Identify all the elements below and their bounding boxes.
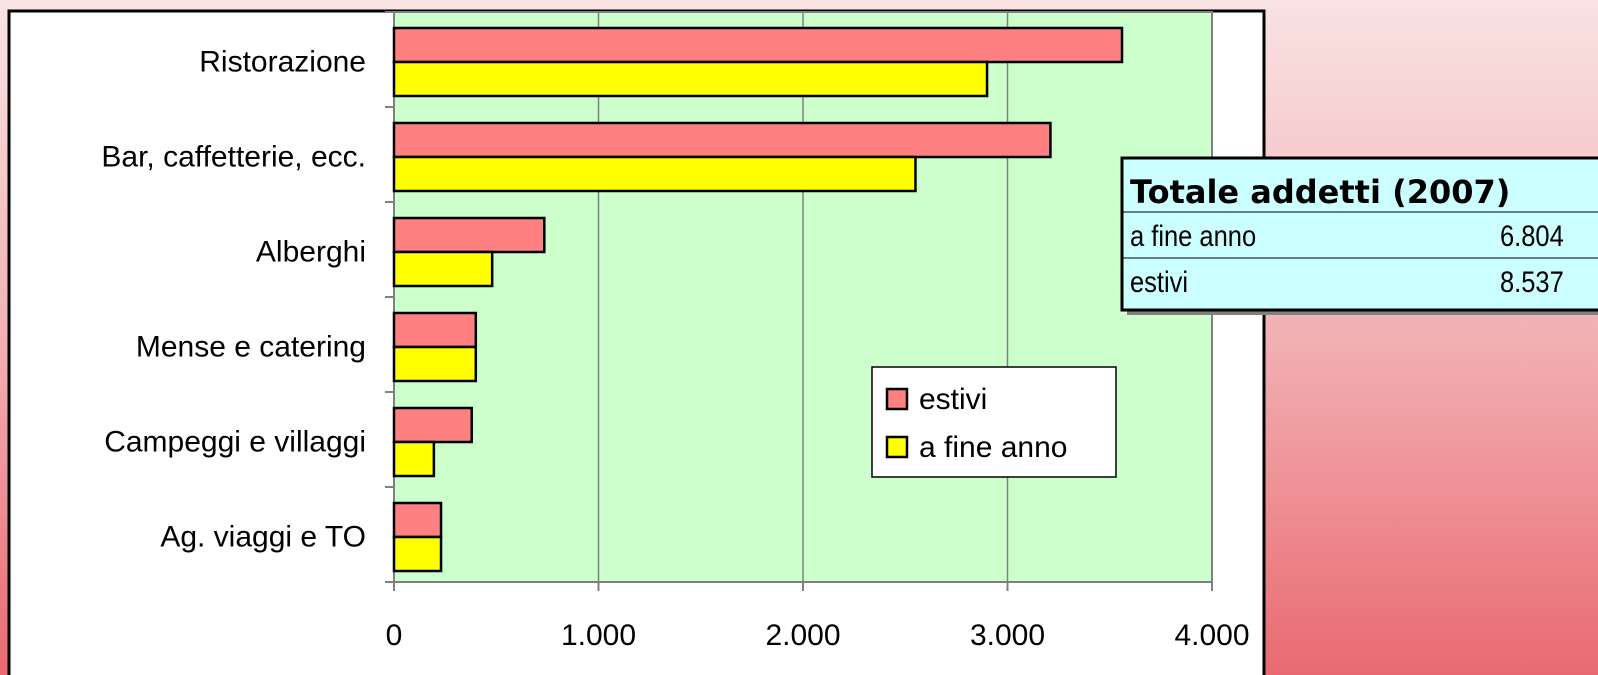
bar [392, 311, 478, 349]
summary-box [1120, 156, 1598, 312]
x-tick-label: 1.000 [561, 619, 636, 652]
y-tick-label: Alberghi [256, 235, 366, 268]
x-tick-label: 3.000 [970, 619, 1045, 652]
bar [392, 440, 436, 478]
bar [392, 501, 443, 539]
legend-swatch [885, 435, 909, 459]
legend-swatch [885, 387, 909, 411]
bar [392, 26, 1124, 64]
x-tick-label: 4.000 [1174, 619, 1249, 652]
summary-title: Totale addetti (2007) [1130, 173, 1510, 211]
summary-value: 8.537 [1500, 265, 1564, 298]
legend-box [871, 366, 1117, 478]
summary-value: 6.804 [1500, 219, 1564, 252]
legend-label: estivi [919, 383, 987, 416]
bar [392, 216, 546, 254]
y-tick-label: Ag. viaggi e TO [160, 520, 366, 553]
summary-label: a fine anno [1130, 219, 1256, 252]
y-tick-label: Ristorazione [199, 45, 366, 78]
bar [392, 406, 473, 444]
y-tick-label: Campeggi e villaggi [104, 425, 366, 458]
bar [392, 155, 917, 193]
bar [392, 121, 1052, 159]
y-tick-label: Mense e catering [136, 330, 366, 363]
y-tick-label: Bar, caffetterie, ecc. [101, 140, 366, 173]
x-tick-label: 2.000 [765, 619, 840, 652]
bar [392, 345, 478, 383]
legend-label: a fine anno [919, 431, 1067, 464]
bar [392, 535, 443, 573]
x-tick-label: 0 [386, 619, 403, 652]
bar [392, 60, 989, 98]
summary-label: estivi [1130, 265, 1188, 298]
bar [392, 250, 494, 288]
